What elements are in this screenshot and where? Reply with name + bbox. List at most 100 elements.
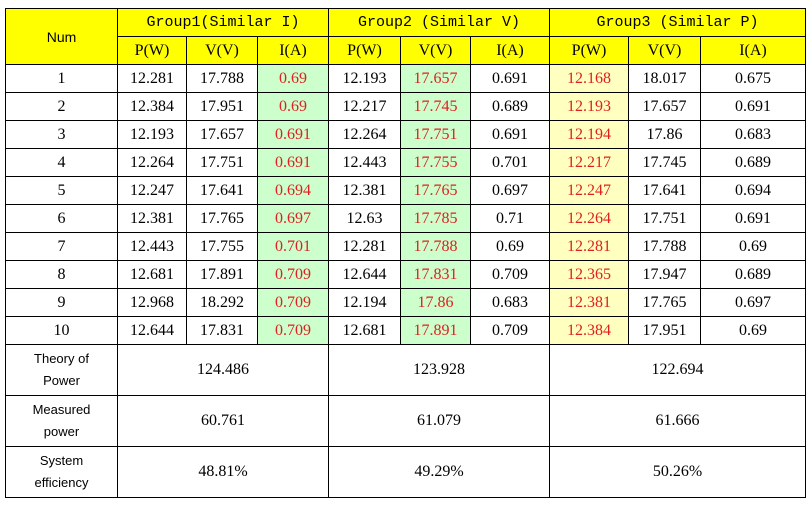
summary-value: 61.666 [549, 395, 806, 447]
cell: 17.765 [186, 204, 258, 233]
row-number: 7 [5, 232, 118, 261]
summary-label: System efficiency [5, 446, 118, 498]
cell: 12.381 [117, 204, 187, 233]
cell: 0.701 [470, 148, 550, 177]
cell: 0.691 [257, 148, 329, 177]
row-number: 6 [5, 204, 118, 233]
summary-row: Measured power 60.761 61.079 61.666 [5, 395, 806, 447]
cell: 12.63 [328, 204, 401, 233]
group-header: Group2 (Similar V) [328, 8, 550, 37]
cell: 17.745 [628, 148, 701, 177]
column-header: V(V) [400, 36, 471, 65]
cell: 12.681 [117, 260, 187, 289]
cell: 17.745 [400, 92, 471, 121]
cell: 17.641 [186, 176, 258, 205]
cell: 0.697 [700, 288, 806, 317]
data-row: 1 12.281 17.788 0.69 12.193 17.657 0.691 12.168… [5, 64, 806, 93]
cell: 12.644 [117, 316, 187, 345]
cell: 0.683 [700, 120, 806, 149]
cell: 12.381 [328, 176, 401, 205]
data-row: 9 12.968 18.292 0.709 12.194 17.86 0.683 12.381… [5, 288, 806, 317]
column-header: P(W) [328, 36, 401, 65]
cell: 17.86 [628, 120, 701, 149]
row-number: 8 [5, 260, 118, 289]
cell: 0.69 [700, 232, 806, 261]
cell: 12.384 [117, 92, 187, 121]
cell: 0.683 [470, 288, 550, 317]
cell: 17.657 [628, 92, 701, 121]
cell: 17.751 [186, 148, 258, 177]
cell: 0.69 [257, 64, 329, 93]
summary-value: 50.26% [549, 446, 806, 498]
data-row: 5 12.247 17.641 0.694 12.381 17.765 0.697 12.24… [5, 176, 806, 205]
data-row: 2 12.384 17.951 0.69 12.217 17.745 0.689 12.193… [5, 92, 806, 121]
data-row: 4 12.264 17.751 0.691 12.443 17.755 0.701 12.21… [5, 148, 806, 177]
cell: 18.292 [186, 288, 258, 317]
cell: 12.193 [117, 120, 187, 149]
summary-label: Measured power [5, 395, 118, 447]
data-table: Num Group1(Similar I) Group2 (Similar V) Gr… [5, 8, 806, 498]
cell: 12.247 [549, 176, 629, 205]
row-number: 10 [5, 316, 118, 345]
cell: 12.644 [328, 260, 401, 289]
summary-value: 122.694 [549, 344, 806, 396]
cell: 17.891 [400, 316, 471, 345]
summary-value: 49.29% [328, 446, 550, 498]
cell: 12.194 [328, 288, 401, 317]
cell: 0.691 [700, 92, 806, 121]
data-row: 3 12.193 17.657 0.691 12.264 17.751 0.691 12.19… [5, 120, 806, 149]
data-row: 7 12.443 17.755 0.701 12.281 17.788 0.69 12.281… [5, 232, 806, 261]
cell: 0.694 [257, 176, 329, 205]
cell: 18.017 [628, 64, 701, 93]
num-header: Num [5, 8, 118, 65]
cell: 12.168 [549, 64, 629, 93]
cell: 17.86 [400, 288, 471, 317]
cell: 12.194 [549, 120, 629, 149]
cell: 17.755 [186, 232, 258, 261]
row-number: 9 [5, 288, 118, 317]
summary-value: 48.81% [117, 446, 329, 498]
row-number: 5 [5, 176, 118, 205]
cell: 17.751 [400, 120, 471, 149]
column-header: I(A) [257, 36, 329, 65]
cell: 0.69 [700, 316, 806, 345]
cell: 0.697 [257, 204, 329, 233]
row-number: 2 [5, 92, 118, 121]
row-number: 1 [5, 64, 118, 93]
cell: 12.217 [328, 92, 401, 121]
cell: 12.365 [549, 260, 629, 289]
cell: 0.675 [700, 64, 806, 93]
header-row: Num Group1(Similar I) Group2 (Similar V) Gr… [5, 8, 806, 65]
cell: 0.709 [470, 260, 550, 289]
cell: 0.697 [470, 176, 550, 205]
cell: 17.657 [186, 120, 258, 149]
cell: 17.785 [400, 204, 471, 233]
column-header: P(W) [549, 36, 629, 65]
data-row: 6 12.381 17.765 0.697 12.63 17.785 0.71 12.264 1… [5, 204, 806, 233]
cell: 17.788 [186, 64, 258, 93]
summary-value: 60.761 [117, 395, 329, 447]
cell: 17.831 [400, 260, 471, 289]
cell: 17.755 [400, 148, 471, 177]
cell: 0.691 [700, 204, 806, 233]
cell: 12.443 [117, 232, 187, 261]
subheader-row: P(W) V(V) I(A) P(W) V(V) I(A) P(W) V(V) I(A) [6, 36, 806, 65]
cell: 0.689 [470, 92, 550, 121]
column-header: V(V) [186, 36, 258, 65]
data-row: 8 12.681 17.891 0.709 12.644 17.831 0.709 12.36… [5, 260, 806, 289]
cell: 17.788 [400, 232, 471, 261]
cell: 0.694 [700, 176, 806, 205]
cell: 12.281 [549, 232, 629, 261]
cell: 0.709 [470, 316, 550, 345]
group-header: Group1(Similar I) [117, 8, 329, 37]
cell: 17.951 [186, 92, 258, 121]
cell: 12.281 [328, 232, 401, 261]
row-number: 4 [5, 148, 118, 177]
summary-label: Theory of Power [5, 344, 118, 396]
cell: 12.281 [117, 64, 187, 93]
cell: 0.691 [257, 120, 329, 149]
cell: 17.657 [400, 64, 471, 93]
cell: 12.264 [117, 148, 187, 177]
cell: 12.968 [117, 288, 187, 317]
